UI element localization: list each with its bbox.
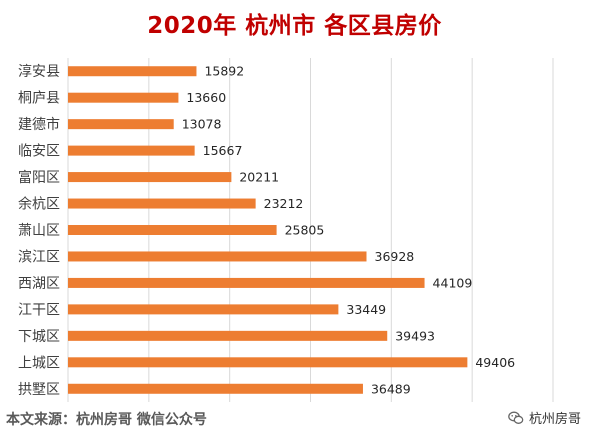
- bar: [68, 92, 179, 103]
- data-label: 23212: [264, 196, 304, 211]
- wechat-watermark: 杭州房哥: [508, 408, 581, 427]
- bar: [68, 225, 277, 235]
- bar: [68, 172, 232, 183]
- data-label: 15667: [203, 143, 243, 158]
- bar: [68, 304, 339, 315]
- data-label: 36489: [371, 381, 411, 396]
- category-label: 江干区: [18, 302, 60, 318]
- category-label: 下城区: [18, 329, 60, 345]
- category-label: 富阳区: [18, 169, 60, 186]
- data-label: 13660: [186, 90, 226, 105]
- data-label: 33449: [346, 302, 386, 317]
- category-label: 萧山区: [18, 223, 60, 239]
- data-label: 13078: [182, 117, 222, 132]
- bar: [68, 357, 468, 368]
- wechat-icon: [508, 411, 524, 424]
- data-label: 49406: [475, 355, 515, 370]
- bar: [68, 198, 256, 209]
- bar: [68, 251, 367, 262]
- category-label: 淳安县: [18, 63, 60, 80]
- bar: [68, 119, 174, 130]
- category-label: 滨江区: [18, 249, 60, 265]
- data-label: 44109: [433, 275, 473, 290]
- data-label: 15892: [204, 64, 244, 79]
- bar: [68, 383, 363, 394]
- category-label: 建德市: [18, 116, 60, 133]
- category-label: 上城区: [18, 355, 60, 371]
- data-label: 39493: [395, 328, 435, 343]
- chart-title: 2020年 杭州市 各区县房价: [147, 13, 442, 39]
- watermark-label: 杭州房哥: [528, 412, 581, 427]
- category-label: 西湖区: [18, 276, 60, 292]
- data-label: 20211: [239, 170, 279, 185]
- category-label: 桐庐县: [18, 91, 60, 107]
- data-label: 25805: [285, 223, 325, 238]
- bar: [68, 330, 388, 341]
- category-label: 临安区: [18, 144, 60, 160]
- bar: [68, 277, 425, 288]
- category-label: 拱墅区: [18, 382, 60, 398]
- bar: [68, 66, 197, 77]
- bar: [68, 145, 195, 156]
- data-label: 36928: [375, 249, 415, 264]
- bar-chart: 淳安县 15892 桐庐县 13660 建德市 13078 临安区 15667 富阳区 20211…: [18, 58, 554, 402]
- category-label: 余杭区: [18, 196, 60, 213]
- source-note: 本文来源：杭州房哥 微信公众号: [6, 412, 207, 428]
